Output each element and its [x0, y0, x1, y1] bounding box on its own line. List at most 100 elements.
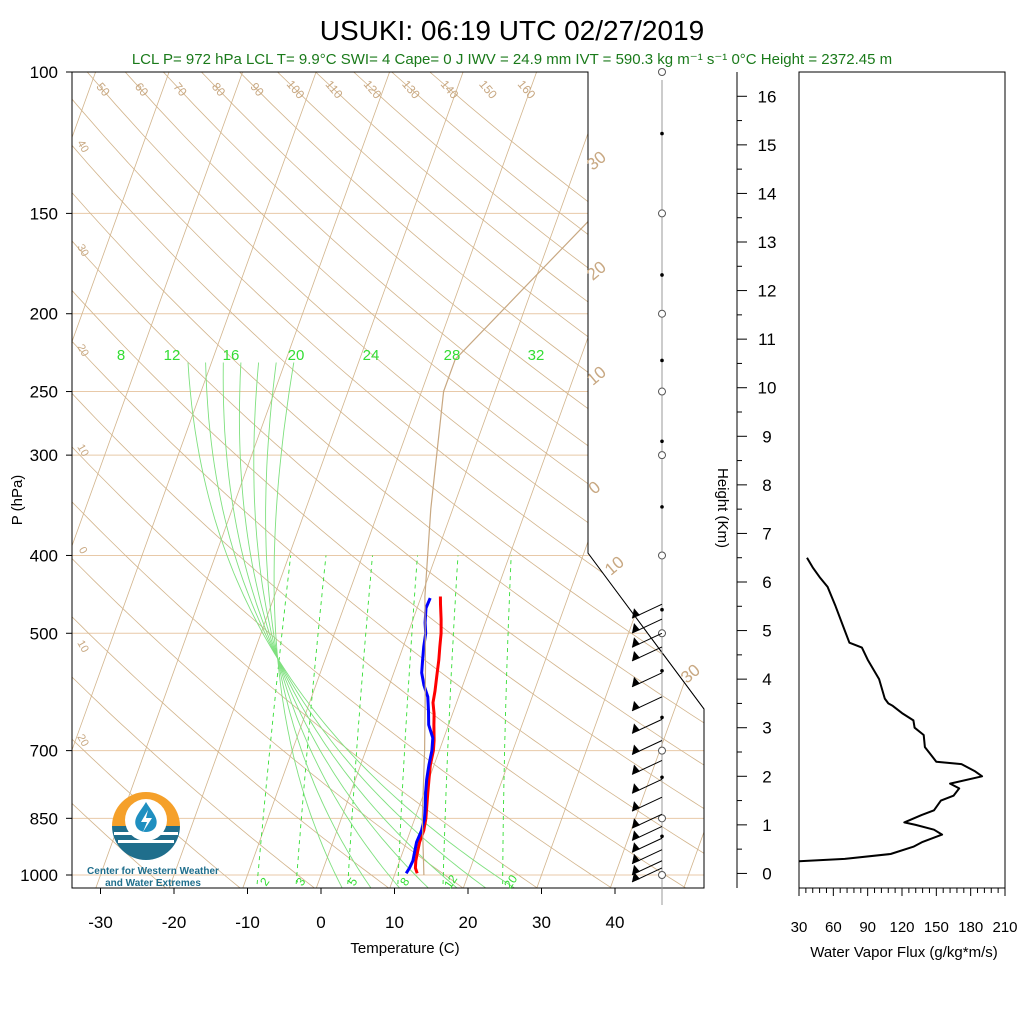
flux-tick-180: 180	[958, 919, 983, 936]
dewpoint-profile-line	[404, 597, 435, 875]
mixing-ratio-line-20	[502, 555, 512, 888]
flux-tick-210: 210	[992, 919, 1017, 936]
isotherm--40	[72, 72, 317, 752]
isotherm--70	[72, 72, 97, 139]
height-tick-5: 5	[762, 622, 771, 641]
skewt-profiles	[404, 102, 704, 876]
wind-barb-flag-6	[632, 801, 640, 812]
mixing-ratio-line-3	[295, 555, 327, 888]
barb-level-circle-300	[658, 451, 666, 460]
wind-barb-flag-16	[632, 608, 640, 619]
height-tick-3: 3	[762, 719, 771, 738]
height-tick-11: 11	[758, 330, 776, 349]
height-tick-15: 15	[758, 136, 777, 155]
dry-adiabat-280	[72, 616, 390, 888]
dry-adiabat-390	[86, 72, 704, 603]
moist-adiabat-label-5: 10	[74, 638, 91, 655]
pressure-tick-500: 500	[30, 624, 58, 643]
height-tick-10: 10	[758, 379, 777, 398]
barb-level-dot-120	[660, 131, 664, 136]
dry-adiabat-label-8: 130	[399, 77, 423, 102]
mixing-ratio-line-5	[347, 555, 373, 888]
barb-level-dot-470	[660, 607, 664, 612]
barb-level-circle-100	[658, 68, 666, 76]
height-axis-label: Height (Km)	[714, 468, 731, 548]
height-tick-16: 16	[758, 87, 777, 106]
logo-wave-2	[118, 840, 174, 843]
mixing-label-28: 28	[444, 347, 461, 364]
dry-adiabat-410	[163, 72, 704, 528]
height-tick-12: 12	[758, 282, 777, 301]
lower-mixing-label-0: 2	[257, 875, 272, 889]
pressure-tick-400: 400	[30, 546, 58, 565]
barb-level-dot-290	[660, 439, 664, 444]
flux-tick-30: 30	[791, 919, 808, 936]
wind-barb-flag-9	[632, 744, 640, 755]
isotherm--30	[95, 72, 391, 888]
wind-barb-flag-15	[632, 623, 640, 634]
barb-level-circle-250	[658, 387, 666, 396]
pressure-tick-100: 100	[30, 63, 58, 82]
mixing-label-12: 12	[164, 347, 181, 364]
height-tick-2: 2	[762, 767, 771, 786]
lightning-icon	[141, 810, 152, 832]
pressure-tick-700: 700	[30, 742, 58, 761]
flux-profile	[799, 557, 984, 863]
temp-tick-20: 20	[459, 913, 478, 932]
lower-mixing-label-2: 5	[345, 875, 360, 889]
isotherm--50	[72, 72, 244, 548]
height-tick-8: 8	[762, 476, 771, 495]
wind-barb-flag-4	[632, 830, 640, 841]
temp-tick--10: -10	[235, 913, 260, 932]
flux-tick-150: 150	[924, 919, 949, 936]
barb-level-dot-900	[660, 834, 664, 839]
flux-line	[799, 557, 984, 863]
chart-title: USUKI: 06:19 UTC 02/27/2019	[320, 15, 704, 46]
height-tick-0: 0	[762, 864, 771, 883]
mixing-ratio-line-2	[256, 555, 292, 888]
moist-adiabat-label-0: 40	[74, 138, 91, 155]
barb-level-circle-200	[658, 309, 666, 318]
barb-level-dot-760	[660, 775, 664, 780]
dry-adiabat-350	[72, 240, 704, 766]
pressure-tick-250: 250	[30, 383, 58, 402]
pressure-tick-150: 150	[30, 204, 58, 223]
flux-axis-label: Water Vapor Flux (g/kg*m/s)	[810, 944, 998, 961]
lower-mixing-label-3: 8	[397, 875, 412, 889]
dry-adiabat-380	[72, 98, 704, 642]
pressure-tick-1000: 1000	[20, 866, 58, 885]
moist-curve-32	[187, 362, 516, 888]
dry-adiabat-label-6: 110	[323, 78, 346, 102]
dry-adiabat-310	[72, 446, 613, 888]
moist-curve-8	[273, 362, 343, 888]
wind-barb-flag-14	[632, 637, 640, 648]
pressure-tick-300: 300	[30, 446, 58, 465]
dry-adiabat-290	[72, 557, 464, 888]
skewt-mask	[588, 72, 705, 709]
wind-barb-flag-0	[632, 871, 640, 882]
chart-subtitle: LCL P= 972 hPa LCL T= 9.9°C SWI= 4 Cape=…	[132, 51, 892, 68]
temp-tick-40: 40	[606, 913, 625, 932]
flux-tick-90: 90	[859, 919, 876, 936]
moist-curve-24	[222, 362, 458, 888]
flux-axes: 30 60 90 120 150 180 210 Water Vapor Flux (g/kg…	[791, 888, 1018, 961]
logo-text: Center for Western Weather and Water Ext…	[68, 866, 238, 890]
barb-level-dot-640	[660, 715, 664, 720]
wind-barb-flag-12	[632, 676, 640, 687]
moist-curve-16	[253, 362, 401, 888]
mixing-ratio-line-12	[442, 555, 459, 888]
wind-barb-flag-2	[632, 853, 640, 864]
height-tick-1: 1	[762, 816, 771, 835]
dry-adiabat-470	[391, 72, 704, 320]
height-tick-6: 6	[762, 573, 771, 592]
parcel-profile-line	[421, 102, 704, 876]
isotherm-60	[756, 54, 1024, 892]
moist-adiabat-label-4: 0	[76, 545, 89, 556]
barb-level-circle-150	[658, 209, 666, 218]
height-tick-9: 9	[762, 427, 771, 446]
barb-level-dot-230	[660, 358, 664, 363]
dry-adiabat-400	[124, 72, 704, 565]
wind-barb-flag-13	[632, 650, 640, 661]
temp-tick--20: -20	[162, 913, 187, 932]
